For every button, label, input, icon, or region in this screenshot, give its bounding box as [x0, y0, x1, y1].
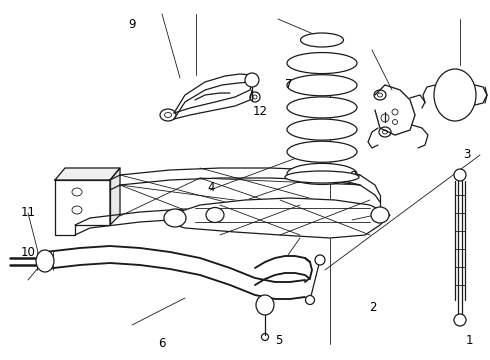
Text: 5: 5 [275, 334, 283, 347]
Polygon shape [375, 85, 415, 135]
Ellipse shape [206, 207, 224, 222]
Polygon shape [110, 168, 120, 225]
Ellipse shape [454, 169, 466, 181]
Polygon shape [55, 180, 110, 235]
Ellipse shape [287, 141, 357, 162]
Text: 11: 11 [21, 206, 36, 219]
Ellipse shape [434, 69, 476, 121]
Ellipse shape [285, 171, 359, 183]
Ellipse shape [287, 119, 357, 140]
Ellipse shape [287, 97, 357, 118]
Ellipse shape [287, 53, 357, 73]
Text: 8: 8 [349, 170, 357, 183]
Ellipse shape [371, 207, 389, 223]
Text: 9: 9 [128, 18, 136, 31]
Ellipse shape [245, 73, 259, 87]
Ellipse shape [315, 255, 325, 265]
Ellipse shape [454, 314, 466, 326]
Text: 6: 6 [158, 337, 166, 350]
Text: 12: 12 [252, 105, 267, 118]
Ellipse shape [164, 209, 186, 227]
Polygon shape [165, 198, 390, 238]
Ellipse shape [287, 163, 357, 184]
Polygon shape [55, 168, 120, 180]
Ellipse shape [287, 75, 357, 96]
Text: 4: 4 [207, 181, 215, 194]
Text: 3: 3 [463, 148, 470, 161]
Text: 10: 10 [21, 246, 36, 258]
Text: 2: 2 [368, 301, 376, 314]
Ellipse shape [36, 250, 54, 272]
Text: 7: 7 [285, 78, 293, 91]
Ellipse shape [256, 295, 274, 315]
Ellipse shape [300, 33, 343, 47]
Ellipse shape [305, 296, 315, 305]
Text: 1: 1 [466, 334, 473, 347]
